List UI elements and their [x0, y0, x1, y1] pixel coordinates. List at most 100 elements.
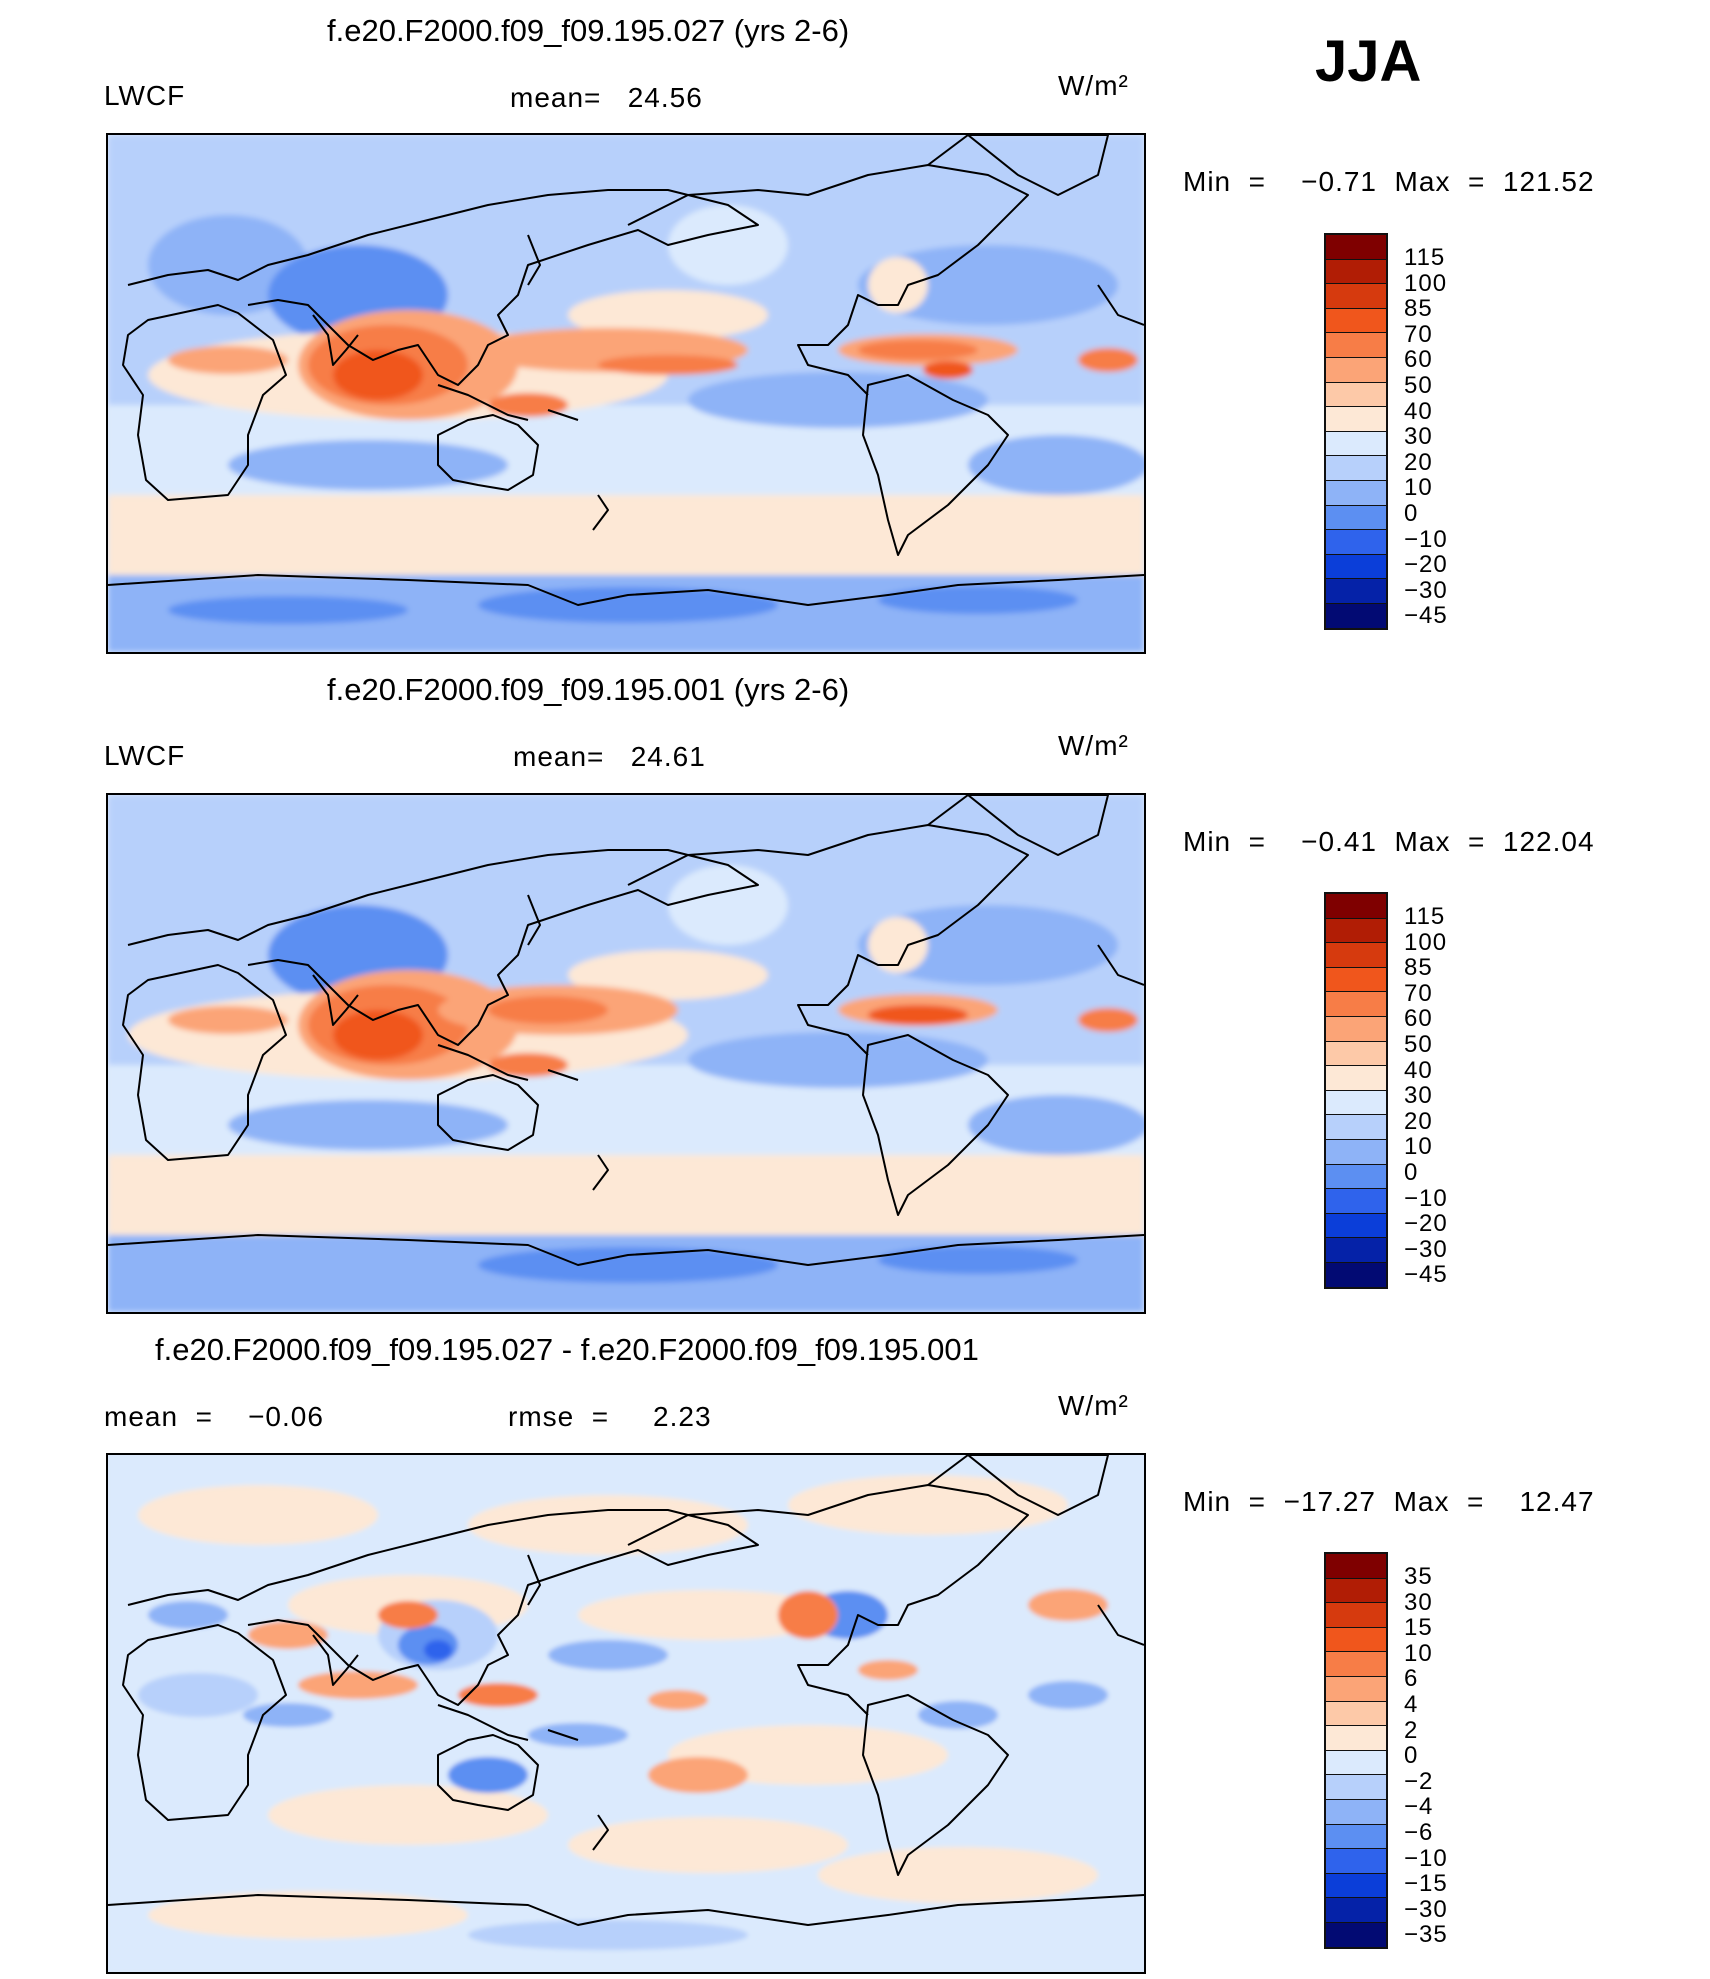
colorbar-tick: 50 — [1404, 1030, 1433, 1058]
colorbar-swatch — [1326, 1849, 1386, 1874]
colorbar-swatch — [1326, 530, 1386, 555]
colorbar-swatch — [1326, 505, 1386, 531]
colorbar-tick: 35 — [1404, 1563, 1433, 1590]
colorbar-swatch — [1326, 1873, 1386, 1899]
panel3-rmse-label: rmse = 2.23 — [508, 1401, 712, 1432]
colorbar-swatch — [1326, 1750, 1386, 1776]
colorbar-swatch — [1326, 1139, 1386, 1165]
colorbar-tick: 30 — [1404, 423, 1433, 451]
panel3-mean-label: mean = −0.06 — [104, 1401, 324, 1432]
colorbar-swatch — [1326, 1554, 1386, 1579]
colorbar-swatch — [1326, 1799, 1386, 1825]
colorbar-swatch — [1326, 456, 1386, 481]
colorbar-tick: −15 — [1404, 1870, 1448, 1898]
panel2-colorbar — [1324, 892, 1388, 1289]
colorbar-tick: −45 — [1404, 1261, 1448, 1289]
colorbar-tick: −30 — [1404, 1895, 1448, 1923]
colorbar-tick: 115 — [1404, 244, 1446, 271]
colorbar-swatch — [1326, 1726, 1386, 1751]
colorbar-swatch — [1326, 1041, 1386, 1067]
panel1-units-label: W/m² — [1058, 70, 1129, 101]
panel3-colorbar-ticks: 35 30 15 10 6 4 2 0 −2 −4 −6 −10 −15 −30… — [1404, 1564, 1448, 1948]
season-label: JJA — [1315, 29, 1422, 94]
colorbar-swatch — [1326, 284, 1386, 309]
colorbar-tick: 70 — [1404, 979, 1433, 1007]
colorbar-swatch — [1326, 1189, 1386, 1214]
colorbar-tick: −2 — [1404, 1767, 1434, 1795]
panel1-colorbar — [1324, 233, 1388, 630]
colorbar-tick: −35 — [1404, 1921, 1448, 1949]
colorbar-swatch — [1326, 1066, 1386, 1091]
colorbar-swatch — [1326, 918, 1386, 944]
panel3-units-label: W/m² — [1058, 1390, 1129, 1421]
colorbar-tick: 10 — [1404, 1639, 1433, 1667]
colorbar-tick: 15 — [1404, 1614, 1433, 1642]
colorbar-tick: 2 — [1404, 1716, 1419, 1744]
colorbar-tick: 40 — [1404, 1056, 1433, 1084]
colorbar-swatch — [1326, 357, 1386, 383]
panel2-variable-label: LWCF — [104, 740, 186, 771]
colorbar-swatch — [1326, 480, 1386, 506]
colorbar-tick: 4 — [1404, 1690, 1419, 1718]
colorbar-tick: 20 — [1404, 448, 1433, 476]
colorbar-swatch — [1326, 554, 1386, 580]
colorbar-swatch — [1326, 1016, 1386, 1042]
colorbar-tick: −10 — [1404, 525, 1448, 553]
colorbar-tick: 85 — [1404, 954, 1433, 982]
panel2-map — [106, 793, 1146, 1314]
colorbar-swatch — [1326, 1922, 1386, 1947]
colorbar-tick: 60 — [1404, 1005, 1433, 1033]
colorbar-swatch — [1326, 1238, 1386, 1263]
colorbar-swatch — [1326, 1164, 1386, 1190]
colorbar-tick: 20 — [1404, 1107, 1433, 1135]
panel2-colorbar-ticks: 115 100 85 70 60 50 40 30 20 10 0 −10 −2… — [1404, 904, 1448, 1288]
colorbar-swatch — [1326, 308, 1386, 334]
colorbar-swatch — [1326, 579, 1386, 604]
colorbar-tick: 70 — [1404, 320, 1433, 348]
colorbar-swatch — [1326, 235, 1386, 260]
colorbar-swatch — [1326, 992, 1386, 1017]
panel2-mean-label: mean= 24.61 — [513, 741, 706, 772]
colorbar-swatch — [1326, 1603, 1386, 1628]
colorbar-tick: −6 — [1404, 1818, 1434, 1846]
colorbar-tick: −30 — [1404, 1235, 1448, 1263]
colorbar-tick: 30 — [1404, 1588, 1433, 1616]
colorbar-tick: −10 — [1404, 1844, 1448, 1872]
colorbar-tick: 100 — [1404, 269, 1448, 297]
colorbar-tick: 115 — [1404, 903, 1446, 930]
panel1-title: f.e20.F2000.f09_f09.195.027 (yrs 2-6) — [327, 13, 850, 48]
colorbar-swatch — [1326, 943, 1386, 968]
colorbar-swatch — [1326, 1578, 1386, 1604]
colorbar-tick: 0 — [1404, 1742, 1419, 1770]
colorbar-swatch — [1326, 1262, 1386, 1287]
colorbar-swatch — [1326, 967, 1386, 993]
colorbar-swatch — [1326, 1676, 1386, 1702]
panel1-colorbar-ticks: 115 100 85 70 60 50 40 30 20 10 0 −10 −2… — [1404, 245, 1448, 629]
colorbar-tick: 50 — [1404, 371, 1433, 399]
colorbar-swatch — [1326, 259, 1386, 285]
colorbar-tick: 40 — [1404, 397, 1433, 425]
colorbar-swatch — [1326, 407, 1386, 432]
colorbar-tick: 0 — [1404, 499, 1419, 527]
colorbar-tick: 100 — [1404, 928, 1448, 956]
colorbar-tick: −20 — [1404, 1210, 1448, 1238]
panel3-colorbar — [1324, 1552, 1388, 1949]
colorbar-swatch — [1326, 1701, 1386, 1727]
colorbar-swatch — [1326, 382, 1386, 408]
panel2-title: f.e20.F2000.f09_f09.195.001 (yrs 2-6) — [327, 672, 850, 707]
colorbar-tick: −45 — [1404, 602, 1448, 630]
panel1-mean-label: mean= 24.56 — [510, 82, 703, 113]
colorbar-swatch — [1326, 1115, 1386, 1140]
colorbar-swatch — [1326, 894, 1386, 919]
colorbar-tick: 60 — [1404, 346, 1433, 374]
colorbar-tick: 10 — [1404, 474, 1433, 502]
colorbar-tick: −10 — [1404, 1184, 1448, 1212]
panel1-minmax: Min = −0.71 Max = 121.52 — [1183, 166, 1595, 197]
colorbar-swatch — [1326, 1627, 1386, 1653]
colorbar-swatch — [1326, 431, 1386, 457]
colorbar-tick: 85 — [1404, 295, 1433, 323]
panel1-map — [106, 133, 1146, 654]
colorbar-swatch — [1326, 1824, 1386, 1850]
panel2-minmax: Min = −0.41 Max = 122.04 — [1183, 826, 1595, 857]
panel3-map — [106, 1453, 1146, 1974]
